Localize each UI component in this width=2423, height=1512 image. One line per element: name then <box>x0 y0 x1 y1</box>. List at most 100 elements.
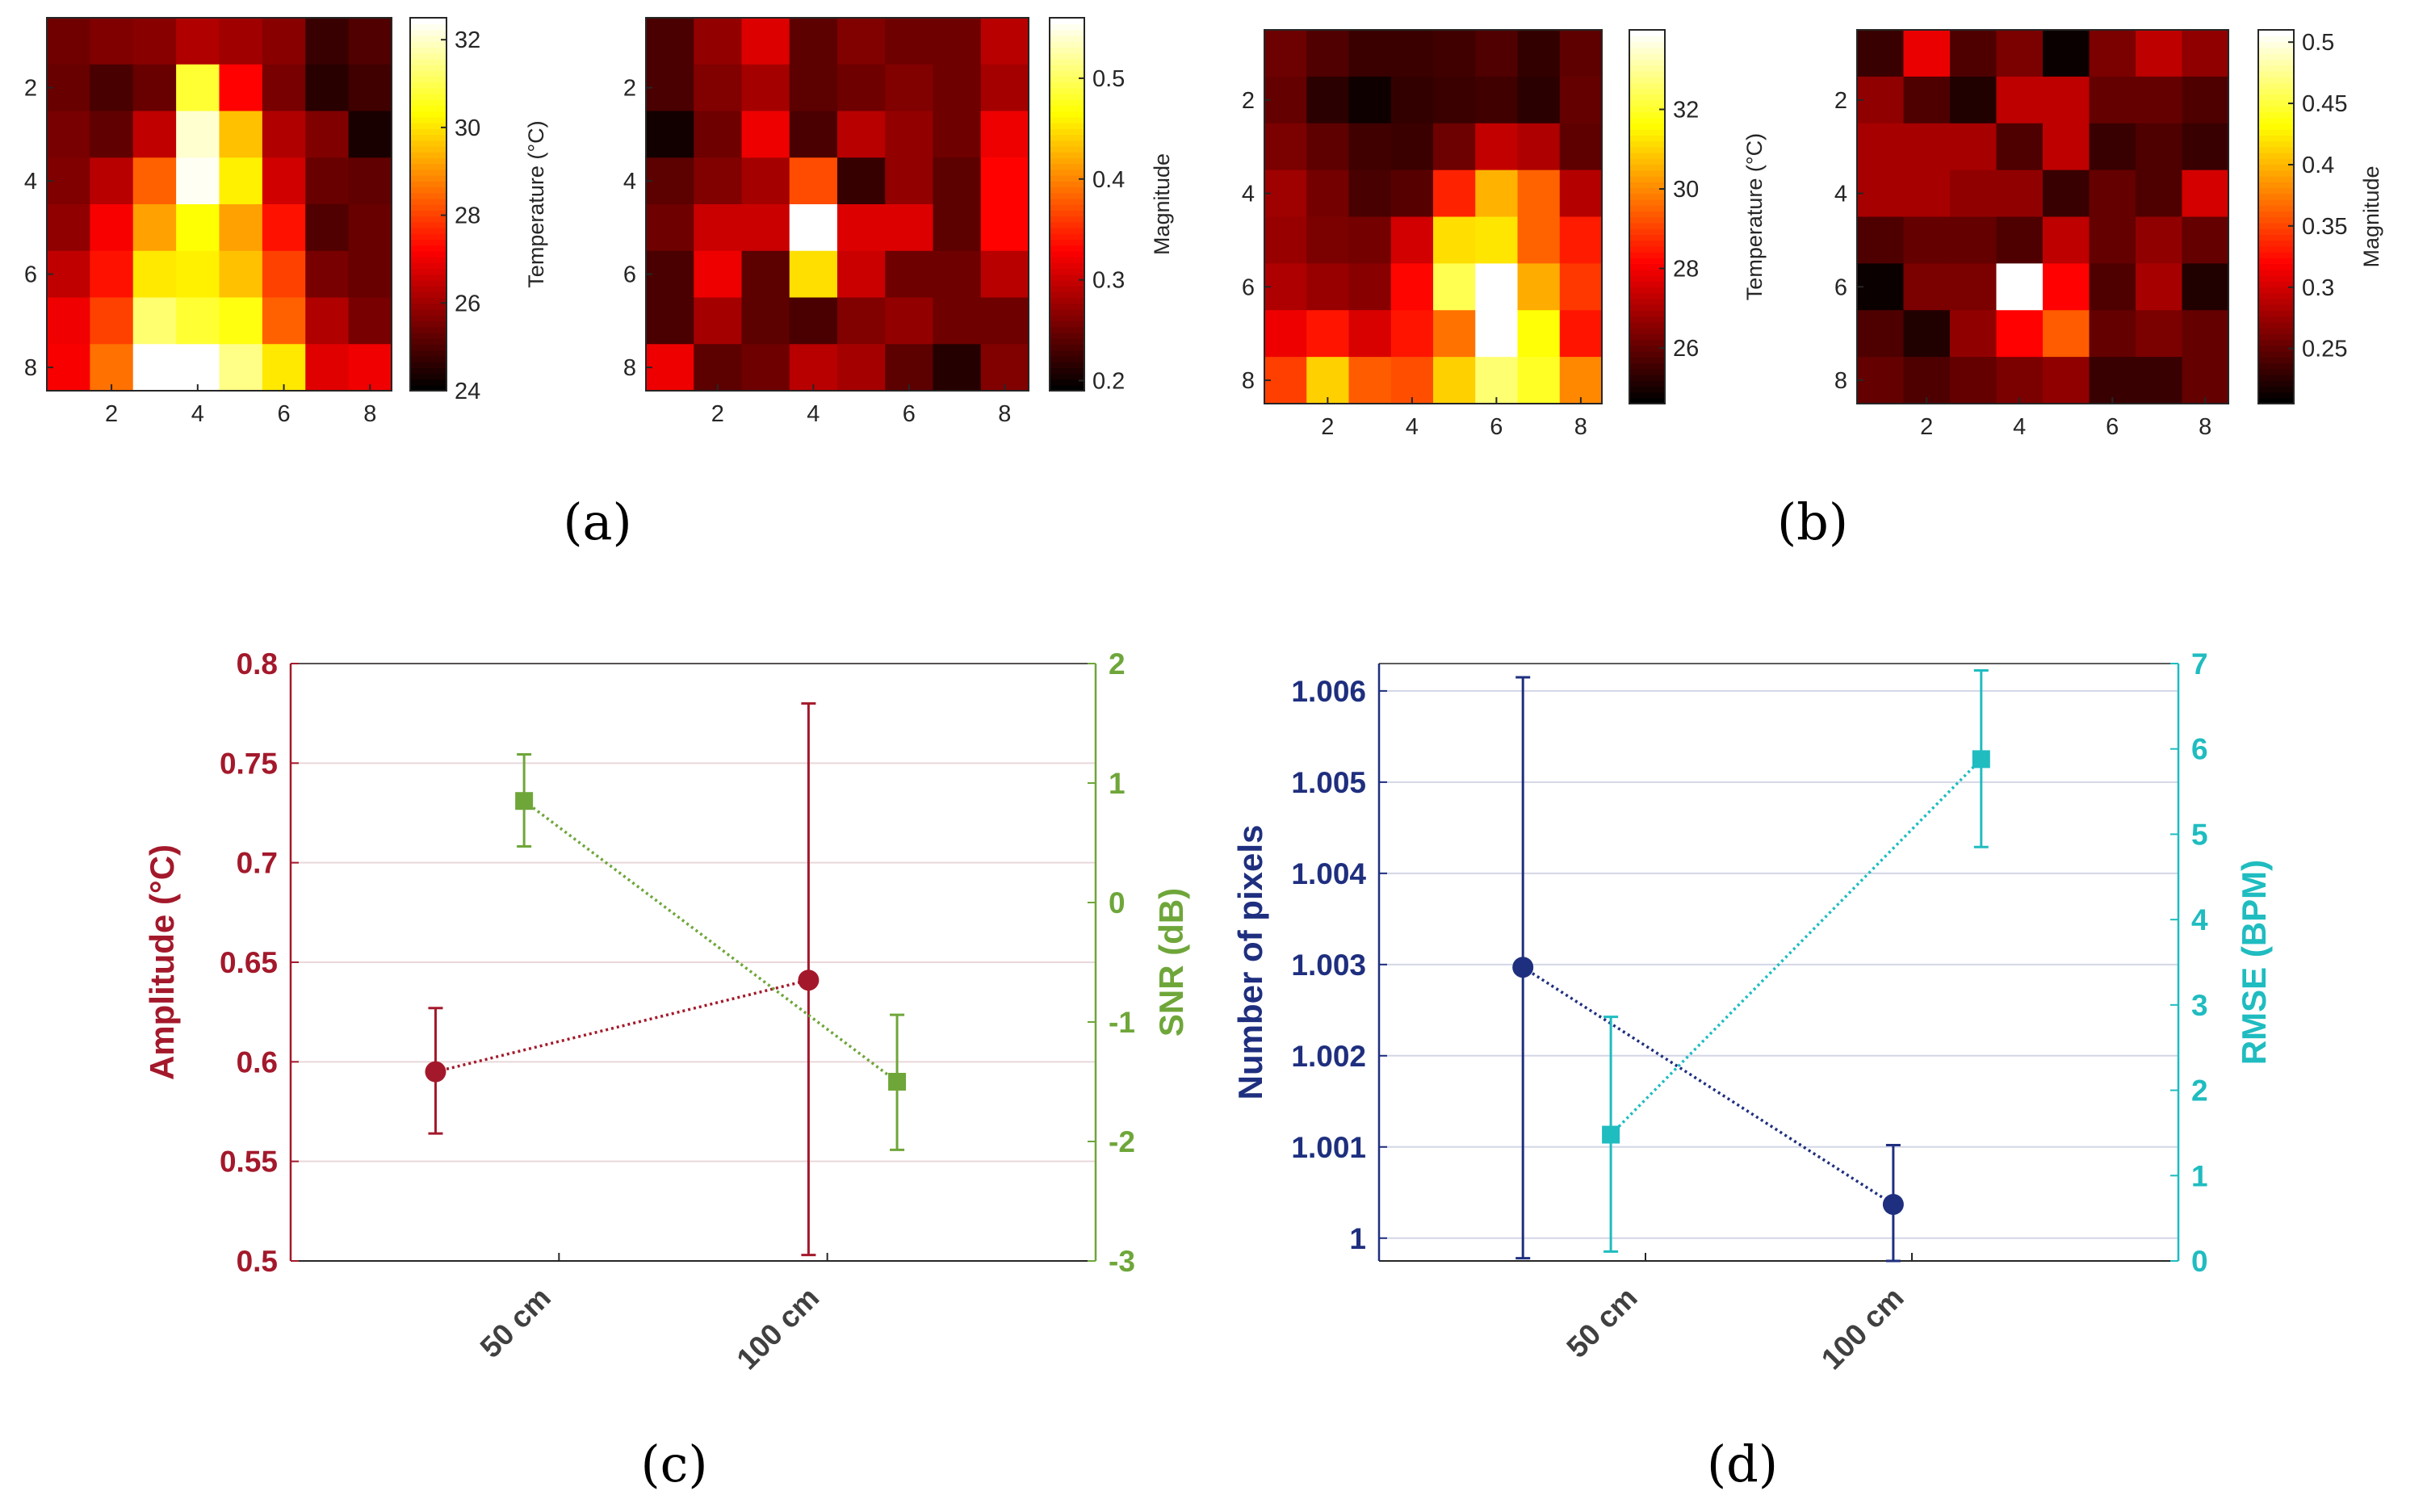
series-line <box>1522 965 1894 1206</box>
heatmap-cell <box>646 157 694 205</box>
heatmap-cell <box>305 344 350 392</box>
heatmap-cell <box>1475 123 1519 171</box>
colorbar-step <box>1629 123 1665 130</box>
heatmap-cell <box>305 297 350 345</box>
colorbar-step <box>2258 199 2294 206</box>
colorbar-step <box>410 204 446 212</box>
heatmap-cell <box>1857 263 1905 311</box>
heatmap-cell <box>1475 30 1519 77</box>
heatmap-cell <box>1390 30 1434 77</box>
heatmap-cell <box>789 64 838 112</box>
heatmap-cell <box>1903 263 1951 311</box>
data-point <box>425 1061 446 1083</box>
colorbar-step <box>2258 135 2294 142</box>
heatmap-cell <box>646 64 694 112</box>
heatmap-cell <box>1857 170 1905 218</box>
colorbar-step <box>410 52 446 60</box>
colorbar-step <box>410 308 446 316</box>
heatmap-frame <box>46 17 392 392</box>
colorbar-step <box>410 116 446 124</box>
heatmap-cell <box>1264 216 1307 264</box>
heatmap-cell <box>1264 30 1307 77</box>
heatmap-cell <box>348 297 392 345</box>
data-point <box>1512 957 1534 978</box>
heatmap-cell <box>90 250 134 299</box>
heatmap-cell <box>1306 216 1350 264</box>
colorbar-step <box>410 262 446 270</box>
heatmap-cell <box>1306 30 1350 77</box>
heatmap-cell <box>47 111 90 158</box>
heatmap-cell <box>646 344 694 392</box>
heatmap-cell <box>1559 30 1603 77</box>
colorbar-step <box>1629 99 1665 107</box>
colorbar-step <box>1050 181 1084 188</box>
colorbar-tick-label: 28 <box>455 203 480 229</box>
data-point <box>798 970 820 991</box>
colorbar-step <box>2258 222 2294 229</box>
colorbar-step <box>1050 320 1084 328</box>
colorbar-step <box>1050 326 1084 333</box>
heatmap-cell <box>1348 310 1392 358</box>
left-tick-label: 0.75 <box>220 747 278 780</box>
colorbar-tick-label: 0.5 <box>1092 66 1125 92</box>
caption-b: (b) <box>1777 492 1848 551</box>
colorbar-step <box>1050 128 1084 136</box>
heatmap-cell <box>1433 30 1476 77</box>
heatmap-cell <box>1903 76 1951 124</box>
series-rmse <box>1602 668 1990 1253</box>
colorbar-tick-label: 32 <box>455 27 480 53</box>
colorbar-step <box>1050 105 1084 112</box>
heatmap-cell <box>1517 263 1561 311</box>
heatmap-cell <box>1433 310 1476 358</box>
heatmap-cell <box>348 157 392 205</box>
colorbar-step <box>1050 367 1084 375</box>
heatmap-cell <box>2136 357 2183 404</box>
heatmap-cell <box>90 111 134 158</box>
colorbar-step <box>410 315 446 322</box>
colorbar-label: Magnitude <box>1150 153 1174 255</box>
heatmap-cell <box>694 250 743 299</box>
heatmap-cell <box>1517 76 1561 124</box>
colorbar-step <box>1629 30 1665 37</box>
heatmap-cell <box>219 204 263 252</box>
heatmap-cell <box>1559 170 1603 218</box>
heatmap-cell <box>1559 123 1603 171</box>
heatmap-cell <box>980 344 1029 392</box>
heatmap-cell <box>348 250 392 299</box>
colorbar-step <box>1629 52 1665 60</box>
colorbar-step <box>410 320 446 328</box>
colorbar-step <box>1629 362 1665 370</box>
heatmap-cell <box>1264 263 1307 311</box>
colorbar-step <box>1629 298 1665 305</box>
heatmap-cell <box>305 250 350 299</box>
colorbar-step <box>1050 87 1084 94</box>
colorbar-step <box>2258 94 2294 101</box>
heatmap-cell <box>176 297 220 345</box>
heatmap-cell <box>1559 76 1603 124</box>
heatmap-cell <box>176 204 220 252</box>
heatmap-cell <box>90 157 134 205</box>
chart-d: 1 1.001 1.002 1.003 1.004 1.005 1.006 0 1 2 3 4 5 6 7 5… <box>1231 647 2273 1376</box>
heatmap-cell <box>1559 263 1603 311</box>
colorbar-step <box>2258 99 2294 107</box>
x-tick-label: 8 <box>998 401 1011 427</box>
heatmap-cell <box>2089 170 2136 218</box>
heatmap-cell <box>176 344 220 392</box>
heatmap-cell <box>1903 216 1951 264</box>
colorbar-step <box>1629 228 1665 236</box>
x-tick-label: 50 cm <box>1560 1281 1643 1364</box>
heatmap-cell <box>1996 76 2044 124</box>
heatmap-cell <box>933 344 982 392</box>
colorbar-step <box>1629 380 1665 387</box>
colorbar-step <box>2258 164 2294 171</box>
colorbar-step <box>1629 146 1665 153</box>
colorbar-step <box>410 128 446 136</box>
heatmap-cell <box>2136 170 2183 218</box>
colorbar-step <box>1629 211 1665 218</box>
colorbar-step <box>1629 140 1665 148</box>
colorbar-step <box>2258 321 2294 329</box>
colorbar-step <box>2258 59 2294 66</box>
colorbar-label: Magnitude <box>2359 165 2383 267</box>
heatmap-cell <box>305 111 350 158</box>
colorbar-step <box>2258 146 2294 153</box>
